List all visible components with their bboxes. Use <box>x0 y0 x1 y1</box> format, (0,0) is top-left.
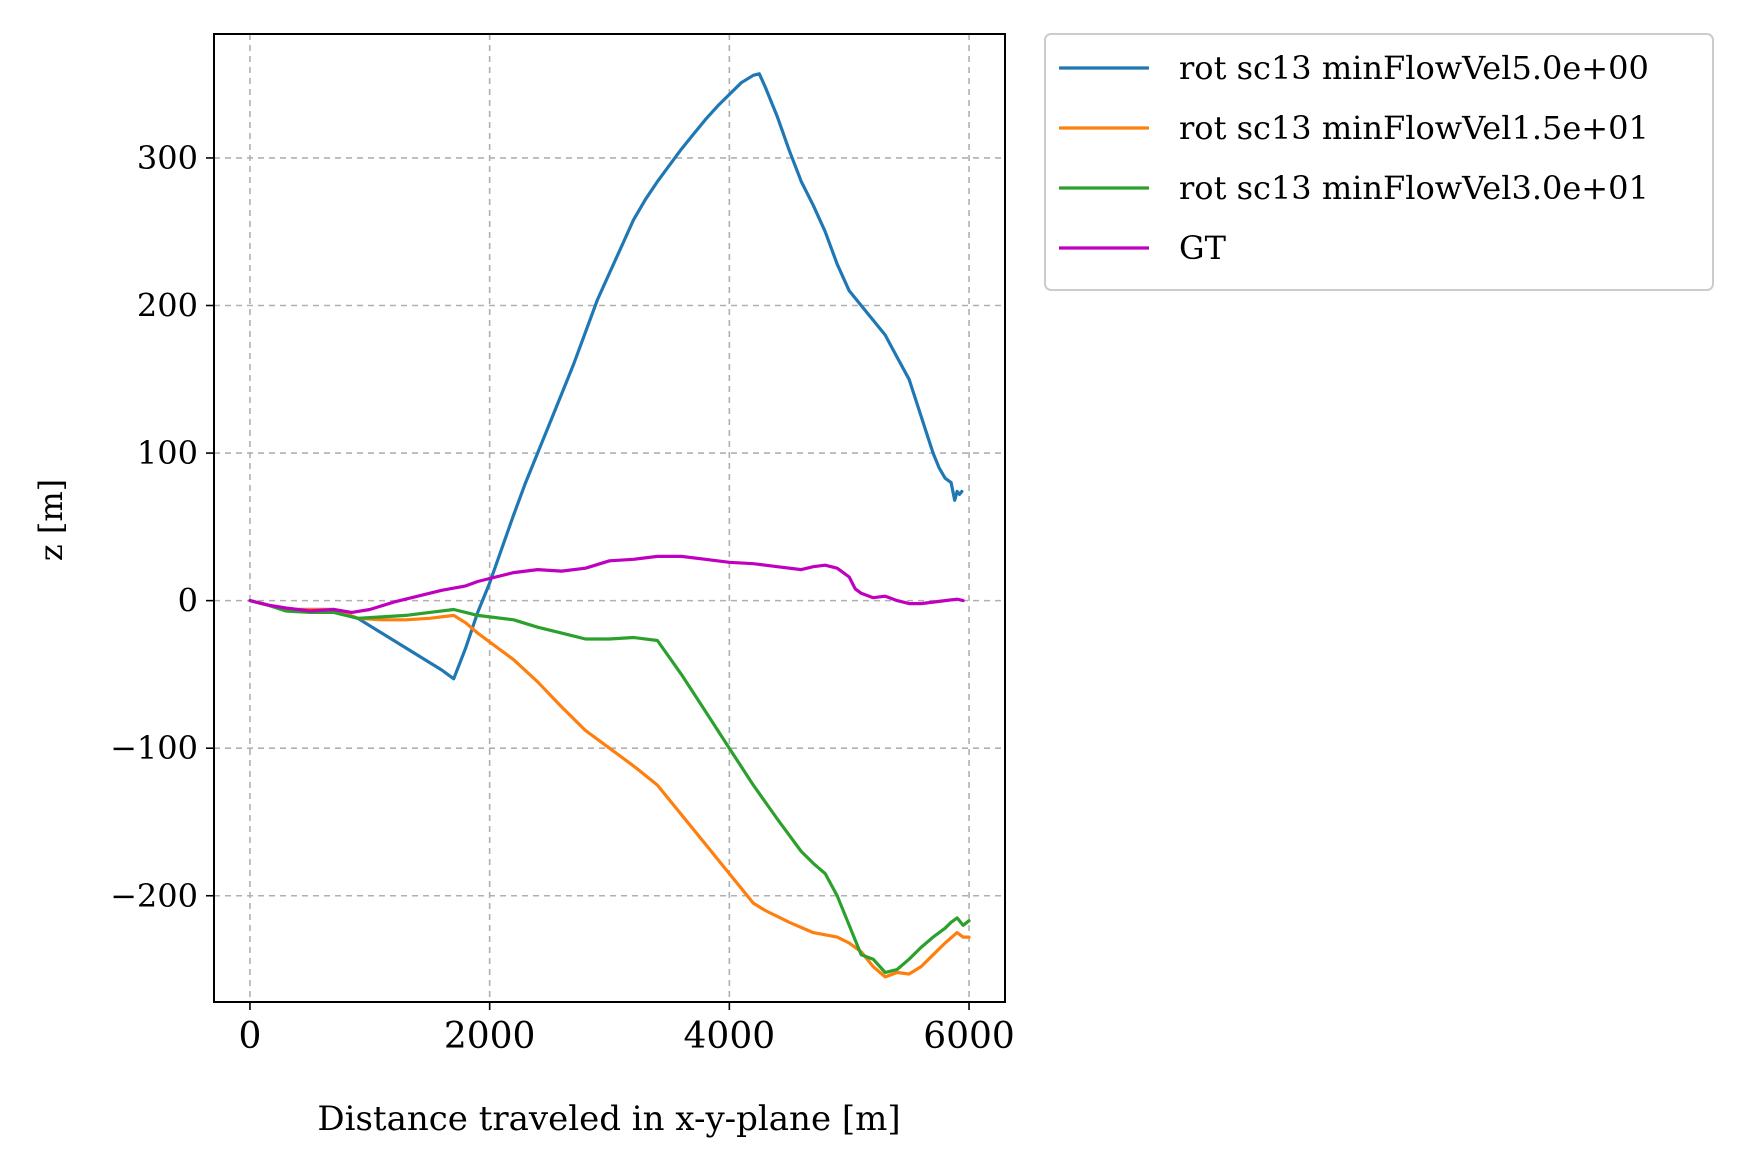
legend-box <box>1044 33 1714 291</box>
y-tick-label: −200 <box>110 877 198 915</box>
legend-label: GT <box>1179 229 1227 267</box>
ticks: 0 2000 4000 6000 −200 −100 0 100 200 300 <box>110 139 1015 1057</box>
y-axis-label: z [m] <box>32 479 70 561</box>
series-layer <box>248 72 971 979</box>
series-line-2 <box>248 599 971 975</box>
grid-lines <box>214 34 1005 1002</box>
series-line-0 <box>248 72 964 681</box>
y-tick-label: 0 <box>178 582 198 620</box>
y-tick-label: 100 <box>137 434 198 472</box>
x-axis-label: Distance traveled in x-y-plane [m] <box>317 1099 900 1139</box>
legend-label: rot sc13 minFlowVel1.5e+01 <box>1179 109 1649 147</box>
y-tick-label: 200 <box>137 287 198 325</box>
x-tick-label: 2000 <box>444 1016 536 1057</box>
legend: rot sc13 minFlowVel5.0e+00 rot sc13 minFl… <box>1044 33 1714 291</box>
y-tick-label: 300 <box>137 139 198 177</box>
series-line-3 <box>248 554 965 614</box>
axes-frame <box>213 33 1006 1003</box>
x-tick-label: 4000 <box>684 1016 776 1057</box>
x-tick-label: 6000 <box>923 1016 1015 1057</box>
series-line-1 <box>248 599 971 979</box>
x-tick-label: 0 <box>239 1016 262 1057</box>
legend-label: rot sc13 minFlowVel3.0e+01 <box>1179 169 1649 207</box>
y-tick-label: −100 <box>110 729 198 767</box>
legend-label: rot sc13 minFlowVel5.0e+00 <box>1179 49 1649 87</box>
